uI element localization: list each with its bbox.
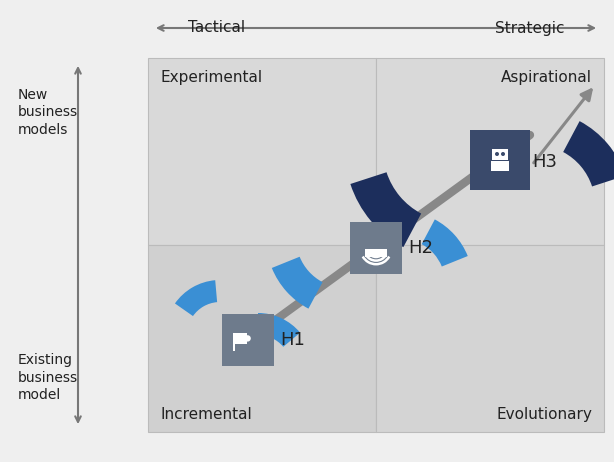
Wedge shape	[258, 313, 300, 347]
Circle shape	[495, 152, 499, 156]
Wedge shape	[422, 219, 468, 267]
Text: Strategic: Strategic	[494, 20, 564, 36]
Text: H1: H1	[280, 331, 305, 349]
Circle shape	[501, 152, 505, 156]
Wedge shape	[563, 121, 614, 187]
Circle shape	[244, 335, 251, 341]
Bar	[376, 245, 604, 432]
Bar	[233, 344, 235, 351]
Text: H2: H2	[408, 239, 433, 257]
Text: Incremental: Incremental	[160, 407, 252, 422]
Bar	[470, 130, 530, 190]
Bar	[365, 249, 387, 257]
Text: Aspirational: Aspirational	[501, 70, 592, 85]
Text: Experimental: Experimental	[160, 70, 262, 85]
Bar	[233, 333, 247, 344]
Wedge shape	[272, 257, 322, 309]
Bar	[376, 58, 604, 245]
Bar	[492, 149, 508, 160]
Wedge shape	[351, 172, 421, 247]
Text: H3: H3	[532, 153, 557, 171]
Text: New
business
models: New business models	[18, 88, 78, 137]
Text: Evolutionary: Evolutionary	[496, 407, 592, 422]
Bar	[148, 58, 376, 245]
Wedge shape	[175, 280, 217, 316]
Bar	[222, 314, 274, 366]
Bar	[350, 222, 402, 274]
Text: Existing
business
model: Existing business model	[18, 353, 78, 402]
Bar	[148, 245, 376, 432]
Text: Tactical: Tactical	[188, 20, 245, 36]
Bar	[491, 161, 509, 171]
